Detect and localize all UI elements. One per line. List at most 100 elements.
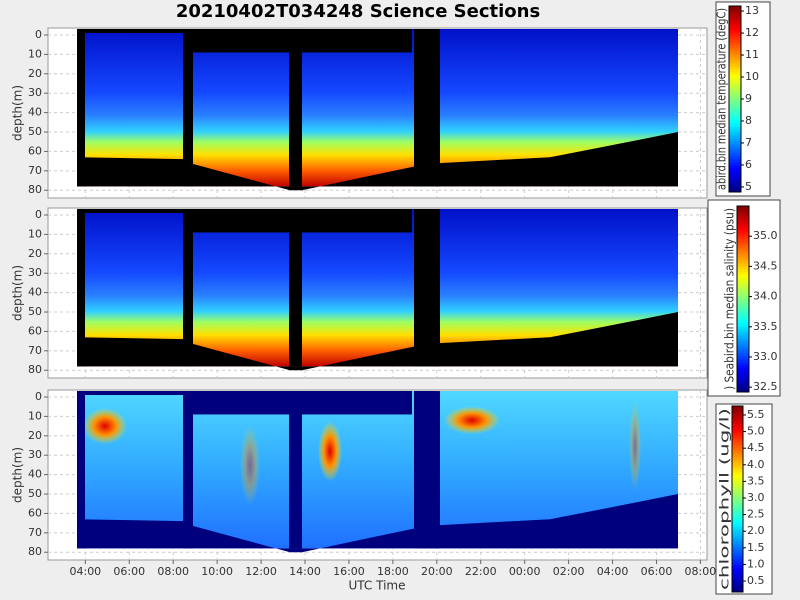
colorbar-cell: [729, 156, 741, 160]
colorbar-cell: [729, 30, 741, 34]
colorbar-cell: [732, 523, 743, 527]
section-mask: [85, 28, 183, 33]
section-gap: [414, 28, 440, 187]
colorbar-cell: [732, 466, 743, 470]
colorbar-cell: [732, 457, 743, 461]
y-tick-label: 0: [35, 28, 42, 41]
colorbar-cell: [737, 302, 749, 306]
colorbar-cell: [732, 547, 743, 551]
colorbar-cell: [732, 478, 743, 482]
y-tick-label: 70: [28, 344, 42, 357]
colorbar-cell: [732, 541, 743, 545]
section-blob: [629, 400, 641, 491]
colorbar-cell: [732, 571, 743, 575]
colorbar-cell: [737, 281, 749, 285]
colorbar-cell: [732, 517, 743, 521]
section-mask: [77, 312, 678, 371]
colorbar-cell: [737, 323, 749, 327]
colorbar-cell: [732, 589, 743, 593]
colorbar-label: chlorophyll (ug/l): [718, 408, 732, 590]
colorbar-cell: [729, 39, 741, 43]
colorbar-cell: [729, 132, 741, 136]
y-axis-label: depth(m): [11, 85, 25, 141]
colorbar-label: ) Seabird.bin median salinity (psu): [723, 208, 737, 390]
colorbar-cell: [732, 538, 743, 542]
colorbar-cell: [737, 314, 749, 318]
y-tick-label: 80: [28, 545, 42, 558]
colorbar-cell: [737, 308, 749, 312]
colorbar-cell: [732, 574, 743, 578]
colorbar-tick-label: 35.0: [753, 229, 778, 242]
x-tick-label: 22:00: [465, 565, 497, 578]
colorbar-tick-label: 33.5: [753, 320, 778, 333]
section-mask: [77, 208, 85, 367]
colorbar-tick-label: 34.0: [753, 290, 778, 303]
colorbar-cell: [729, 90, 741, 94]
x-tick-label: 08:00: [685, 565, 717, 578]
colorbar-cell: [729, 63, 741, 67]
y-tick-label: 60: [28, 506, 42, 519]
y-tick-label: 30: [28, 86, 42, 99]
colorbar-cell: [737, 236, 749, 240]
colorbar-cell: [737, 251, 749, 255]
colorbar-cell: [732, 475, 743, 479]
colorbar-cell: [737, 296, 749, 300]
colorbar-cell: [737, 245, 749, 249]
y-tick-label: 30: [28, 266, 42, 279]
colorbar-cell: [732, 463, 743, 467]
colorbar-cell: [729, 12, 741, 16]
colorbar-cell: [732, 490, 743, 494]
y-tick-label: 50: [28, 487, 42, 500]
colorbar-tick-label: 5.5: [747, 408, 765, 421]
x-tick-label: 10:00: [201, 565, 233, 578]
colorbar-cell: [737, 284, 749, 288]
section-gap: [289, 28, 302, 187]
y-tick-label: 10: [28, 47, 42, 60]
section-gap: [183, 390, 193, 549]
colorbar-cell: [729, 174, 741, 178]
colorbar-cell: [737, 269, 749, 273]
colorbar-cell: [737, 347, 749, 351]
x-tick-label: 06:00: [113, 565, 145, 578]
colorbar-cell: [732, 436, 743, 440]
section-gap: [289, 390, 302, 549]
colorbar-cell: [729, 183, 741, 187]
colorbar-cell: [729, 42, 741, 46]
x-tick-label: 06:00: [641, 565, 673, 578]
colorbar-tick-label: 7: [745, 136, 752, 149]
colorbar-cell: [732, 526, 743, 530]
y-tick-label: 80: [28, 363, 42, 376]
colorbar-cell: [737, 320, 749, 324]
colorbar-cell: [732, 559, 743, 563]
colorbar-cell: [729, 165, 741, 169]
colorbar-cell: [737, 218, 749, 222]
colorbar-cell: [732, 535, 743, 539]
colorbar-cell: [729, 99, 741, 103]
colorbar-cell: [729, 21, 741, 25]
colorbar-cell: [732, 430, 743, 434]
colorbar-cell: [732, 409, 743, 413]
y-tick-label: 20: [28, 247, 42, 260]
colorbar-cell: [729, 105, 741, 109]
colorbar-cell: [732, 481, 743, 485]
y-tick-label: 40: [28, 106, 42, 119]
colorbar-cell: [732, 433, 743, 437]
colorbar-cell: [732, 484, 743, 488]
colorbar-cell: [737, 356, 749, 360]
colorbar-cell: [732, 472, 743, 476]
colorbar-cell: [732, 415, 743, 419]
colorbar-cell: [729, 27, 741, 31]
colorbar-tick-label: 1.5: [747, 541, 765, 554]
section-mask: [193, 28, 412, 53]
colorbar-cell: [729, 93, 741, 97]
section-mask: [85, 390, 183, 395]
colorbar-cell: [732, 496, 743, 500]
colorbar-cell: [737, 305, 749, 309]
colorbar-cell: [732, 511, 743, 515]
section-gap: [289, 208, 302, 367]
colorbar-cell: [737, 368, 749, 372]
y-tick-label: 20: [28, 429, 42, 442]
colorbar-cell: [729, 9, 741, 13]
colorbar-cell: [732, 448, 743, 452]
colorbar-cell: [732, 577, 743, 581]
